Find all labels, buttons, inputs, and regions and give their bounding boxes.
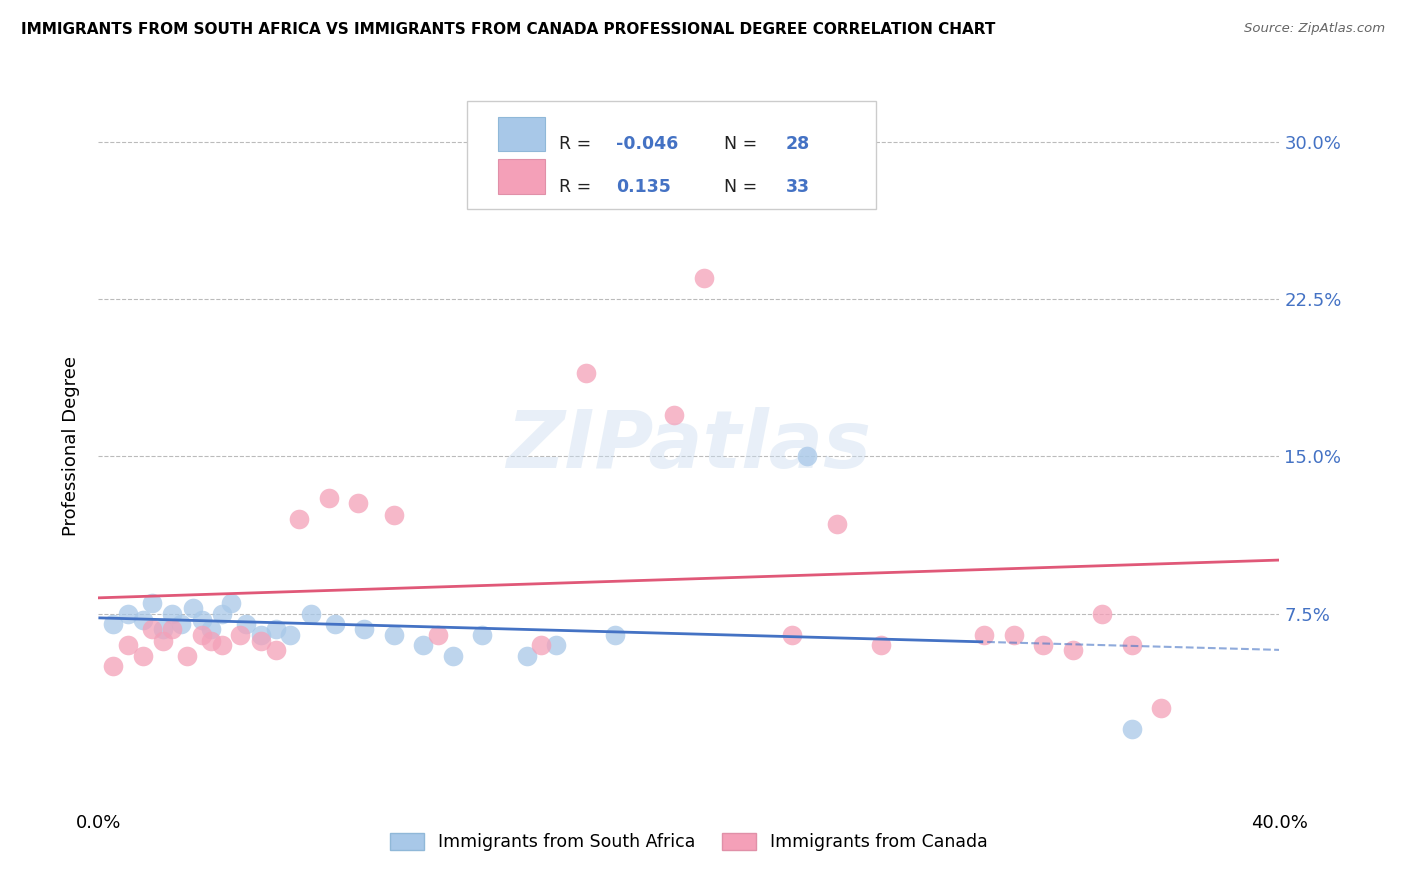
Point <box>347 496 370 510</box>
Y-axis label: Professional Degree: Professional Degree <box>62 356 80 536</box>
Point <box>152 634 174 648</box>
Bar <box>498 160 546 194</box>
Text: 28: 28 <box>786 135 810 153</box>
Legend: Immigrants from South Africa, Immigrants from Canada: Immigrants from South Africa, Immigrants… <box>382 826 995 858</box>
Text: IMMIGRANTS FROM SOUTH AFRICA VS IMMIGRANTS FROM CANADA PROFESSIONAL DEGREE CORRE: IMMIGRANTS FROM SOUTH AFRICA VS IMMIGRAN… <box>21 22 995 37</box>
Point <box>427 628 450 642</box>
Point <box>1032 639 1054 653</box>
Point <box>318 491 340 506</box>
Point <box>132 613 155 627</box>
Point <box>211 607 233 621</box>
Text: N =: N = <box>724 178 763 195</box>
Point <box>574 366 596 380</box>
Point <box>200 634 222 648</box>
Point <box>264 622 287 636</box>
Point <box>200 622 222 636</box>
Point <box>1002 628 1025 642</box>
Point <box>605 628 627 642</box>
Point <box>1121 723 1143 737</box>
Text: 0.135: 0.135 <box>616 178 671 195</box>
Point <box>235 617 257 632</box>
Text: ZIPatlas: ZIPatlas <box>506 407 872 485</box>
Point <box>103 659 125 673</box>
Text: 33: 33 <box>786 178 810 195</box>
Point <box>170 617 193 632</box>
Point <box>1121 639 1143 653</box>
Point <box>219 596 242 610</box>
Point <box>412 639 434 653</box>
Point <box>181 600 204 615</box>
Point <box>229 628 252 642</box>
Point <box>211 639 233 653</box>
Point <box>471 628 494 642</box>
Point <box>141 622 163 636</box>
Point <box>117 607 139 621</box>
Point <box>299 607 322 621</box>
Bar <box>498 117 546 152</box>
Point <box>546 639 568 653</box>
Point <box>152 622 174 636</box>
Point <box>162 622 183 636</box>
Point <box>323 617 346 632</box>
Point <box>1150 701 1173 715</box>
Point <box>141 596 163 610</box>
Point <box>693 271 716 285</box>
Point <box>353 622 375 636</box>
Text: R =: R = <box>560 135 596 153</box>
Point <box>250 628 273 642</box>
Text: N =: N = <box>724 135 763 153</box>
Point <box>1091 607 1114 621</box>
Text: Source: ZipAtlas.com: Source: ZipAtlas.com <box>1244 22 1385 36</box>
Point <box>796 450 818 464</box>
Point <box>530 639 553 653</box>
Point <box>191 628 214 642</box>
Point <box>782 628 804 642</box>
Point <box>869 639 891 653</box>
Point <box>1062 642 1084 657</box>
Point <box>288 512 311 526</box>
Point <box>132 648 155 663</box>
Point <box>250 634 273 648</box>
Point <box>176 648 198 663</box>
FancyBboxPatch shape <box>467 102 876 209</box>
Point <box>825 516 848 531</box>
Point <box>191 613 214 627</box>
Text: R =: R = <box>560 178 596 195</box>
Point <box>103 617 125 632</box>
Point <box>117 639 139 653</box>
Point <box>751 177 773 191</box>
Point <box>264 642 287 657</box>
Point <box>515 648 537 663</box>
Point <box>664 408 686 422</box>
Point <box>382 628 405 642</box>
Point <box>162 607 183 621</box>
Text: -0.046: -0.046 <box>616 135 678 153</box>
Point <box>441 648 464 663</box>
Point <box>382 508 405 523</box>
Point <box>973 628 995 642</box>
Point <box>278 628 302 642</box>
